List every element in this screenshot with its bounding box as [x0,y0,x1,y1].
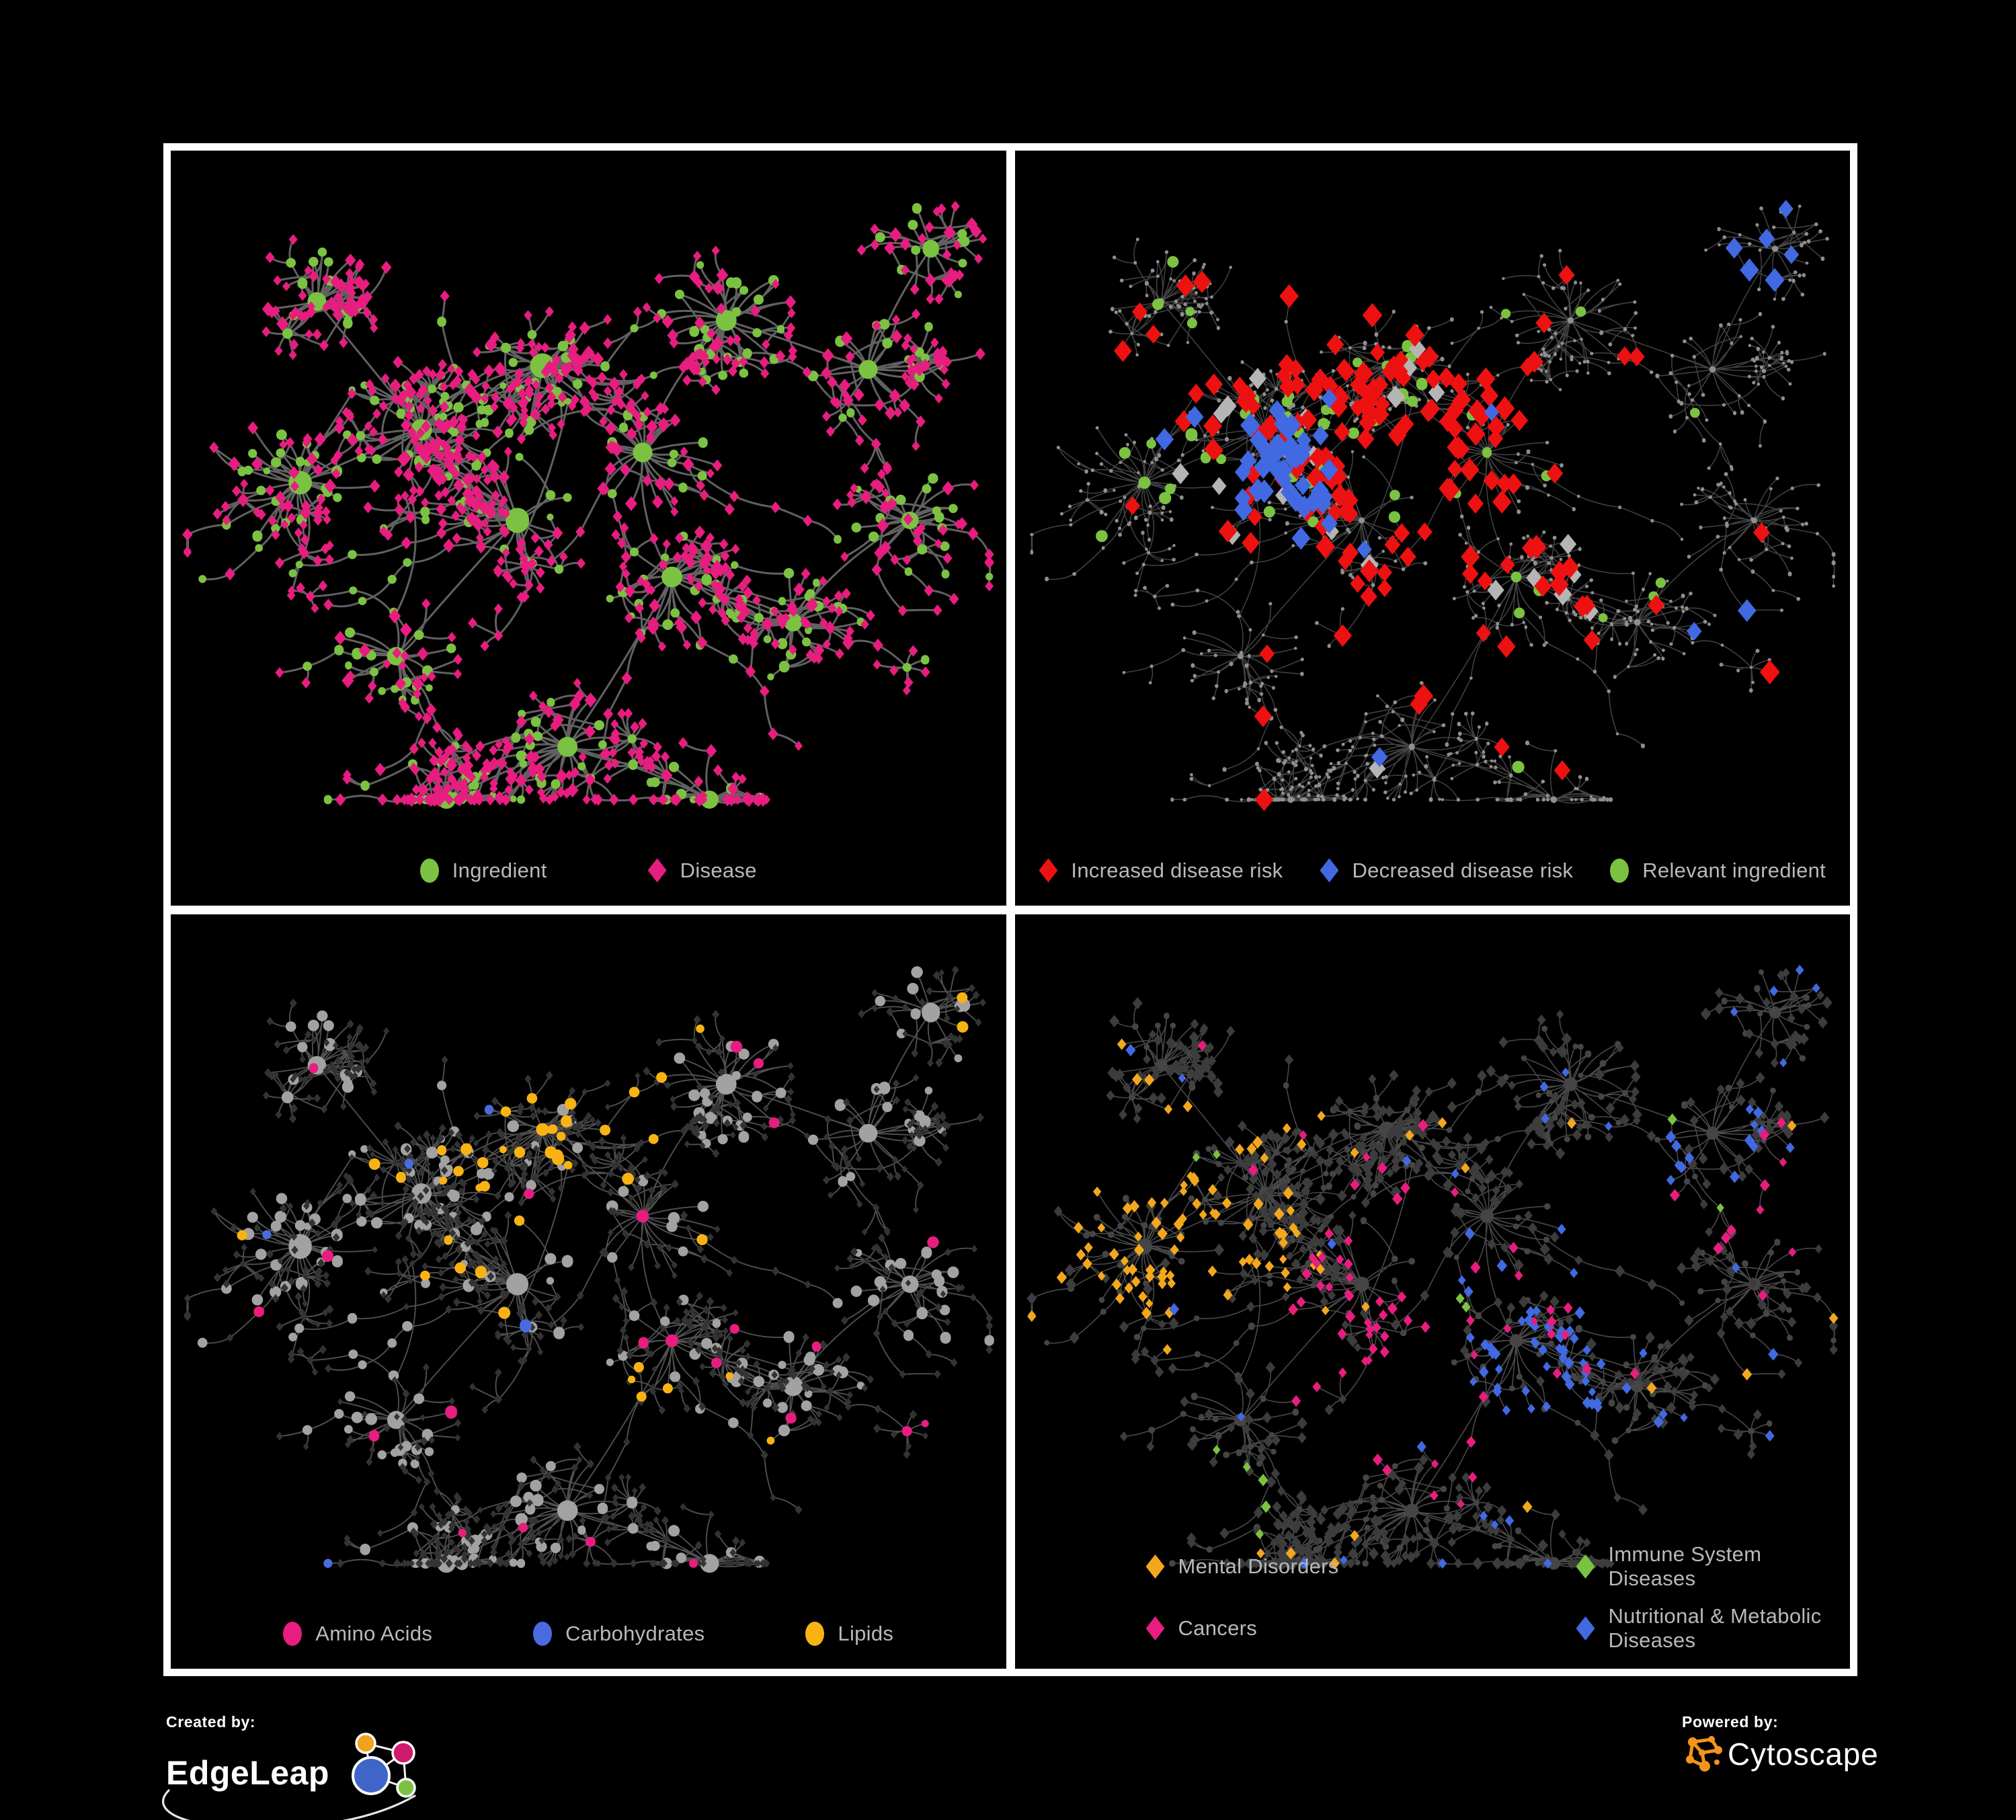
legend-label: Immune System Diseases [1608,1542,1762,1590]
legend-label: Nutritional & Metabolic Diseases [1608,1604,1822,1652]
legend-marker-circle [805,1622,825,1646]
legend-item: Disease [647,858,757,883]
legend-item: Lipids [805,1622,893,1646]
legend-marker-circle [419,858,439,883]
network-ingredient-disease [182,200,994,809]
legend-ingredient-disease: Ingredient Disease [171,858,1006,883]
legend-label: Relevant ingredient [1642,858,1826,882]
legend-item: Carbohydrates [533,1622,704,1646]
legend-label: Carbohydrates [565,1622,705,1645]
panel-disease-risk: Increased disease risk Decreased disease … [1014,151,1851,906]
legend-nutrient-classes: Amino Acids Carbohydrates Lipids [171,1622,1006,1646]
legend-item: Decreased disease risk [1320,858,1574,883]
legend-disease-risk: Increased disease risk Decreased disease … [1015,858,1851,883]
legend-item: Relevant ingredient [1610,858,1826,883]
legend-item: Amino Acids [283,1622,432,1646]
legend-item: Nutritional & Metabolic Diseases [1576,1604,1851,1653]
legend-label: Decreased disease risk [1352,858,1574,882]
legend-label: Disease [680,858,757,882]
legend-marker-diamond [1145,1616,1165,1640]
panel-nutrient-classes: Amino Acids Carbohydrates Lipids [171,914,1006,1669]
legend-item: Ingredient [419,858,547,883]
legend-item: Immune System Diseases [1576,1542,1851,1591]
legend-marker-diamond [1576,1554,1595,1579]
edgeleap-logo-text: EdgeLeap [166,1753,329,1792]
legend-marker-diamond [1576,1616,1595,1640]
legend-marker-diamond [1039,858,1058,883]
edgeleap-logo-icon [351,1733,416,1798]
cytoscape-logo-text: Cytoscape [1728,1737,1879,1772]
panel-disease-classes: Mental Disorders Immune System Diseases Ca… [1014,914,1851,1669]
legend-label: Lipids [838,1622,894,1645]
legend-marker-diamond [1145,1554,1165,1579]
legend-item: Mental Disorders [1145,1554,1476,1579]
cytoscape-branding: Powered by: Cytosc [1682,1713,1879,1776]
legend-marker-diamond [1320,858,1339,883]
legend-marker-circle [533,1622,553,1646]
legend-label: Mental Disorders [1178,1554,1339,1578]
legend-label: Cancers [1178,1616,1258,1640]
edgeleap-branding: Created by: EdgeLeap [162,1713,433,1820]
network-nutrient-classes [184,965,994,1573]
panel-ingredient-disease: Ingredient Disease [171,151,1006,906]
legend-disease-classes: Mental Disorders Immune System Diseases Ca… [1015,1542,1851,1653]
legend-marker-diamond [647,858,667,883]
legend-marker-circle [283,1622,303,1646]
legend-label: Ingredient [452,858,547,882]
legend-item: Cancers [1145,1616,1476,1640]
legend-label: Amino Acids [315,1622,433,1645]
legend-marker-circle [1610,858,1629,883]
cytoscape-logo-icon [1686,1736,1722,1772]
edgeleap-logo-row: EdgeLeap [162,1733,433,1820]
panel-grid: Ingredient Disease Increased disease risk… [163,143,1857,1676]
cytoscape-logo-row: Cytoscape [1682,1733,1879,1776]
legend-item: Increased disease risk [1039,858,1283,883]
powered-by-label: Powered by: [1682,1713,1779,1731]
legend-label: Increased disease risk [1071,858,1283,882]
network-disease-risk [1029,200,1836,812]
network-disease-classes [1026,964,1839,1570]
created-by-label: Created by: [166,1713,256,1731]
